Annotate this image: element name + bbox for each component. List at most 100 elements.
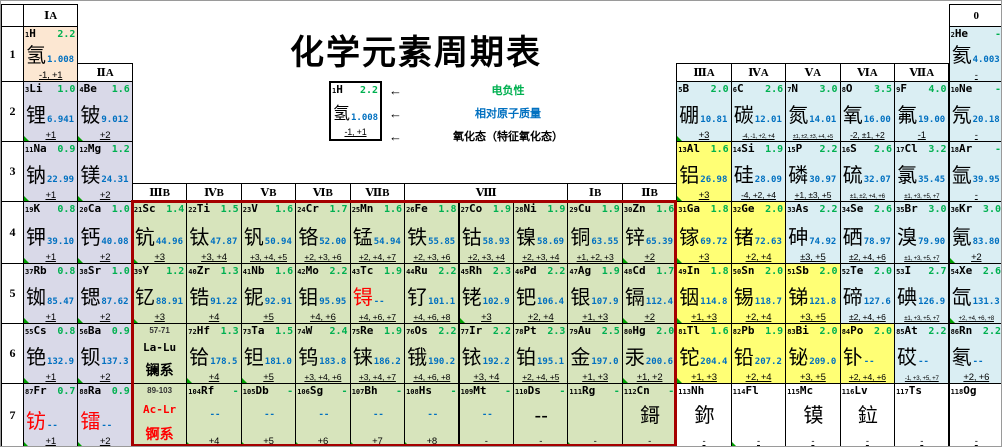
element-cell-hf[interactable]: 72 Hf 1.3 铪 178.5 +4 [186, 323, 242, 384]
element-cell-ru[interactable]: 44 Ru 2.2 钌 101.1 +4, +6, +8 [404, 263, 460, 324]
element-cell-c[interactable]: 6 C 2.6 碳 12.01 -4, -1, +2, +4 [730, 81, 787, 142]
element-cell-ag[interactable]: 47 Ag 1.9 银 107.9 +1, +3 [567, 263, 623, 324]
element-cell-f[interactable]: 9 F 4.0 氟 19.00 -1 [894, 81, 950, 142]
element-cell-bh[interactable]: 107 Bh - -- +7 [349, 383, 406, 446]
element-cell-si[interactable]: 14 Si 1.9 硅 28.09 -4, +2, +4 [730, 141, 787, 202]
element-cell-lv[interactable]: 116 Lv 鉝 - [839, 383, 896, 446]
element-cell-fe[interactable]: 26 Fe 1.8 铁 55.85 +2, +3, +6 [404, 201, 460, 264]
element-cell-sn[interactable]: 50 Sn 2.0 锡 118.7 +2, +4 [730, 263, 787, 324]
element-cell-ti[interactable]: 22 Ti 1.5 钛 47.87 +3, +4 [186, 201, 242, 264]
element-cell-h[interactable]: 1 H 2.2 氢 1.008 -1, +1 [23, 26, 79, 82]
element-cell-he[interactable]: 2 He - 氦 4.003- [948, 26, 1001, 82]
element-cell-cs[interactable]: 55 Cs 0.8 铯 132.9 +1 [23, 323, 79, 384]
element-cell-og[interactable]: 118 Og - [948, 383, 1001, 446]
element-cell-rb[interactable]: 37 Rb 0.8 铷 85.47 +1 [23, 263, 79, 324]
element-cell-cu[interactable]: 29 Cu 1.9 铜 63.55 +1, +2, +3 [567, 201, 623, 264]
element-cell-cd[interactable]: 48 Cd 1.7 镉 112.4 +2 [621, 263, 678, 324]
element-cell-hg[interactable]: 80 Hg 2.0 汞 200.6 +1, +2 [621, 323, 678, 384]
element-cell-cl[interactable]: 17 Cl 3.2 氯 35.45 ±1, +3, +5, +7 [894, 141, 950, 202]
element-cell-mn[interactable]: 25 Mn 1.6 锰 54.94 +2, +4, +7 [349, 201, 406, 264]
element-cell-rf[interactable]: 104 Rf - -- +4 [186, 383, 242, 446]
element-cell-nb[interactable]: 41 Nb 1.6 铌 92.91 +5 [240, 263, 297, 324]
element-cell-ba[interactable]: 56 Ba 0.9 钡 137.3 +2 [77, 323, 133, 384]
element-cell-cn[interactable]: 112 Cn - 鎶 - [621, 383, 678, 446]
element-cell-ar[interactable]: 18 Ar - 氩 39.95- [948, 141, 1001, 202]
element-cell-br[interactable]: 35 Br 3.0 溴 79.90 ±1, +3, +5, +7 [894, 201, 950, 264]
oxidation-states: +2 [99, 130, 111, 141]
element-cell-v[interactable]: 23 V 1.6 钒 50.94 +3, +4, +5 [240, 201, 297, 264]
element-cell-fl[interactable]: 114 Fl - [730, 383, 787, 446]
element-cell-tl[interactable]: 81 Tl 1.6 铊 204.4 +1, +3 [676, 323, 732, 384]
element-cell-s[interactable]: 16 S 2.6 硫 32.07 ±1, ±2, +4, +6 [839, 141, 896, 202]
element-symbol: Fe [414, 202, 428, 215]
element-cell-rh[interactable]: 45 Rh 2.3 铑 102.9 +3 [458, 263, 514, 324]
atomic-number: 4 [79, 86, 84, 94]
element-cell-ir[interactable]: 77 Ir 2.2 铱 192.2 +3, +4 [458, 323, 514, 384]
element-cell-sb[interactable]: 51 Sb 2.0 锑 121.8 +3, +5 [785, 263, 841, 324]
series-cell-ac-lr[interactable]: 89-103 Ac-Lr 锕系 [131, 383, 188, 446]
element-cell-cr[interactable]: 24 Cr 1.7 铬 52.00 +2, +3, +6 [295, 201, 351, 264]
element-cell-sg[interactable]: 106 Sg - -- +6 [295, 383, 351, 446]
element-cell-tc[interactable]: 43 Tc 1.9 锝 -- +4, +6, +7 [349, 263, 406, 324]
element-cell-n[interactable]: 7 N 3.0 氮 14.01 ±1, ±2, ±3, +4, +5 [785, 81, 841, 142]
element-cell-sr[interactable]: 38 Sr 1.0 锶 87.62 +2 [77, 263, 133, 324]
element-cell-mg[interactable]: 12 Mg 1.2 镁 24.31 +2 [77, 141, 133, 202]
element-cell-b[interactable]: 5 B 2.0 硼 10.81 +3 [676, 81, 732, 142]
element-cell-ca[interactable]: 20 Ca 1.0 钙 40.08 +2 [77, 201, 133, 264]
element-cell-as[interactable]: 33 As 2.2 砷 74.92 ±3, +5 [785, 201, 841, 264]
element-cell-pt[interactable]: 78 Pt 2.3 铂 195.1 +2, +4, +5 [513, 323, 569, 384]
atomic-number: 73 [242, 328, 252, 336]
element-cell-se[interactable]: 34 Se 2.6 硒 78.97 ±2, +4, +6 [839, 201, 896, 264]
element-cell-rg[interactable]: 111 Rg - - [567, 383, 623, 446]
element-cell-y[interactable]: 39 Y 1.2 钇 88.91 +3 [131, 263, 188, 324]
element-cell-re[interactable]: 75 Re 1.9 铼 186.2 +3, +4, +7 [349, 323, 406, 384]
element-cell-be[interactable]: 4 Be 1.6 铍 9.012 +2 [77, 81, 133, 142]
element-cell-os[interactable]: 76 Os 2.2 锇 190.2 +4, +6, +8 [404, 323, 460, 384]
element-cell-ta[interactable]: 73 Ta 1.5 钽 181.0 +5 [240, 323, 297, 384]
element-cell-o[interactable]: 8 O 3.5 氧 16.00 -2, ±1, +2 [839, 81, 896, 142]
element-cell-at[interactable]: 85 At 2.2 砹 -- -1, +3, +5, +7 [894, 323, 950, 384]
element-cell-k[interactable]: 19 K 0.8 钾 39.10 +1 [23, 201, 79, 264]
element-cell-ra[interactable]: 88 Ra 0.9 镭 -- +2 [77, 383, 133, 446]
element-cell-na[interactable]: 11 Na 0.9 钠 22.99 +1 [23, 141, 79, 202]
element-cell-mt[interactable]: 109 Mt - -- - [458, 383, 514, 446]
element-cell-pb[interactable]: 82 Pb 1.9 铅 207.2 +2, +4 [730, 323, 787, 384]
element-cell-pd[interactable]: 46 Pd 2.2 钯 106.4 +2, +4 [513, 263, 569, 324]
element-cell-rn[interactable]: 86 Rn 2.2 氡 -- +2, +6 [948, 323, 1001, 384]
element-cell-co[interactable]: 27 Co 1.9 钴 58.93 +2, +3, +4 [458, 201, 514, 264]
element-cell-p[interactable]: 15 P 2.2 磷 30.97 +1, ±3, +5 [785, 141, 841, 202]
element-cell-sc[interactable]: 21 Sc 1.4 钪 44.96 +3 [131, 201, 188, 264]
element-cell-li[interactable]: 3 Li 1.0 锂 6.941 +1 [23, 81, 79, 142]
element-cell-au[interactable]: 79 Au 2.5 金 197.0 +1, +3 [567, 323, 623, 384]
electronegativity: 1.8 [710, 266, 729, 277]
element-cell-hs[interactable]: 108 Hs - -- +8 [404, 383, 460, 446]
element-cell-fr[interactable]: 87 Fr 0.7 钫 -- +1 [23, 383, 79, 446]
element-name: 铌 [243, 287, 264, 309]
element-cell-ne[interactable]: 10 Ne - 氖 20.18- [948, 81, 1001, 142]
element-cell-te[interactable]: 52 Te 2.0 碲 127.6 ±2, +4, +6 [839, 263, 896, 324]
element-cell-bi[interactable]: 83 Bi 2.0 铋 209.0 +3, +5 [785, 323, 841, 384]
element-cell-ts[interactable]: 117 Ts - [894, 383, 950, 446]
element-cell-zn[interactable]: 30 Zn 1.6 锌 65.39 +2 [621, 201, 678, 264]
element-cell-nh[interactable]: 113 Nh 鉨 - [676, 383, 732, 446]
element-cell-kr[interactable]: 36 Kr 3.0 氪 83.80 +2 [948, 201, 1001, 264]
element-cell-mo[interactable]: 42 Mo 2.2 钼 95.95 +4, +6 [295, 263, 351, 324]
element-cell-in[interactable]: 49 In 1.8 铟 114.8 +1, +3 [676, 263, 732, 324]
element-cell-al[interactable]: 13 Al 1.6 铝 26.98 +3 [676, 141, 732, 202]
element-cell-zr[interactable]: 40 Zr 1.3 锆 91.22 +4 [186, 263, 242, 324]
element-cell-ni[interactable]: 28 Ni 1.9 镍 58.69 +2, +3, +4 [513, 201, 569, 264]
element-cell-w[interactable]: 74 W 2.4 钨 183.8 +3, +4, +6 [295, 323, 351, 384]
element-cell-db[interactable]: 105 Db - -- +5 [240, 383, 297, 446]
cell-corner-marker [677, 196, 683, 201]
group-header-col13: ⅢA [676, 63, 732, 82]
element-cell-i[interactable]: 53 I 2.7 碘 126.9 ±1, +3, +5, +7 [894, 263, 950, 324]
series-cell-la-lu[interactable]: 57-71 La-Lu 镧系 [131, 323, 188, 384]
element-name: 铊 [679, 347, 700, 369]
element-cell-ga[interactable]: 31 Ga 1.8 镓 69.72 +3 [676, 201, 732, 264]
element-cell-ds[interactable]: 110 Ds - -- - [513, 383, 569, 446]
element-cell-xe[interactable]: 54 Xe 2.6 氙 131.3 +2, +4, +6, +8 [948, 263, 1001, 324]
element-symbol: F [900, 82, 907, 95]
element-cell-ge[interactable]: 32 Ge 2.0 锗 72.63 +2, +4 [730, 201, 787, 264]
element-cell-po[interactable]: 84 Po 2.0 钋 -- +2, +4, +6 [839, 323, 896, 384]
element-cell-mc[interactable]: 115 Mc 镆 - [785, 383, 841, 446]
